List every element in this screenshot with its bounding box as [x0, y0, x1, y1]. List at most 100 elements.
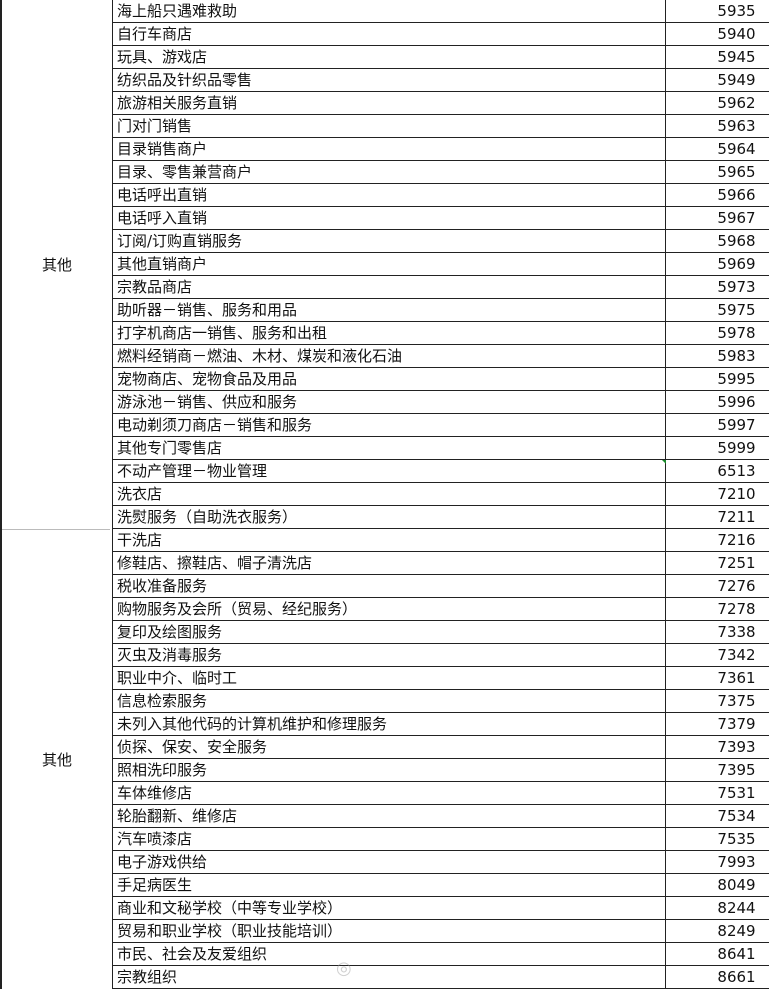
merchant-type-cell: 电动剃须刀商店－销售和服务 — [113, 414, 666, 436]
mcc-code-cell: 7535 — [717, 830, 756, 848]
merchant-type-cell: 未列入其他代码的计算机维护和修理服务 — [113, 713, 666, 735]
mcc-code-cell: 5968 — [717, 232, 756, 250]
merchant-type-cell: 市民、社会及友爱组织 — [113, 943, 666, 965]
cell-comment-marker — [662, 460, 666, 464]
mcc-code-cell: 5999 — [717, 439, 756, 457]
category-cell: 其他 — [0, 529, 113, 989]
mcc-code-cell: 7375 — [717, 692, 756, 710]
table-group: 其他 干洗店 7216 修鞋店、擦鞋店、帽子清洗店 7251 税收准备服务 7276 购物服… — [0, 529, 769, 989]
merchant-type-cell: 侦探、保安、安全服务 — [113, 736, 666, 758]
merchant-type-cell: 燃料经销商－燃油、木材、煤炭和液化石油 — [113, 345, 666, 367]
mcc-code-cell: 7395 — [717, 761, 756, 779]
mcc-code-cell: 8249 — [717, 922, 756, 940]
mcc-code-cell: 6513 — [717, 462, 756, 480]
mcc-code-cell: 5995 — [717, 370, 756, 388]
table-row: 其他专门零售店 5999 — [113, 437, 769, 460]
mcc-code-cell: 8049 — [717, 876, 756, 894]
mcc-code-cell: 7342 — [717, 646, 756, 664]
merchant-type-cell: 购物服务及会所（贸易、经纪服务） — [113, 598, 666, 620]
mcc-code-cell: 7993 — [717, 853, 756, 871]
merchant-type-cell: 轮胎翻新、维修店 — [113, 805, 666, 827]
mcc-code-cell: 5963 — [717, 117, 756, 135]
table-row: 目录销售商户 5964 — [113, 138, 769, 161]
merchant-type-cell: 其他专门零售店 — [113, 437, 666, 459]
table-row: 未列入其他代码的计算机维护和修理服务 7379 — [113, 713, 769, 736]
table-row: 干洗店 7216 — [113, 529, 769, 552]
mcc-code-cell: 5965 — [717, 163, 756, 181]
table-row: 宗教品商店 5973 — [113, 276, 769, 299]
mcc-code-cell: 5978 — [717, 324, 756, 342]
table-row: 宠物商店、宠物食品及用品 5995 — [113, 368, 769, 391]
merchant-type-cell: 订阅/订购直销服务 — [113, 230, 666, 252]
merchant-type-cell: 打字机商店一销售、服务和出租 — [113, 322, 666, 344]
table-row: 轮胎翻新、维修店 7534 — [113, 805, 769, 828]
table-row: 汽车喷漆店 7535 — [113, 828, 769, 851]
mcc-code-cell: 5966 — [717, 186, 756, 204]
table-row: 玩具、游戏店 5945 — [113, 46, 769, 69]
mcc-code-cell: 5967 — [717, 209, 756, 227]
merchant-type-cell: 纺织品及针织品零售 — [113, 69, 666, 91]
table-row: 纺织品及针织品零售 5949 — [113, 69, 769, 92]
merchant-type-cell: 车体维修店 — [113, 782, 666, 804]
table-row: 旅游相关服务直销 5962 — [113, 92, 769, 115]
merchant-type-cell: 自行车商店 — [113, 23, 666, 45]
merchant-type-cell: 税收准备服务 — [113, 575, 666, 597]
merchant-type-cell: 游泳池－销售、供应和服务 — [113, 391, 666, 413]
table-row: 侦探、保安、安全服务 7393 — [113, 736, 769, 759]
mcc-code-cell: 7534 — [717, 807, 756, 825]
merchant-type-cell: 旅游相关服务直销 — [113, 92, 666, 114]
merchant-type-cell: 职业中介、临时工 — [113, 667, 666, 689]
category-cell: 其他 — [0, 0, 113, 529]
table-row: 灭虫及消毒服务 7342 — [113, 644, 769, 667]
mcc-code-cell: 7379 — [717, 715, 756, 733]
table-row: 助听器－销售、服务和用品 5975 — [113, 299, 769, 322]
merchant-type-cell: 其他直销商户 — [113, 253, 666, 275]
merchant-type-cell: 海上船只遇难救助 — [113, 0, 666, 22]
table-row: 其他直销商户 5969 — [113, 253, 769, 276]
mcc-code-cell: 7278 — [717, 600, 756, 618]
mcc-code-cell: 5983 — [717, 347, 756, 365]
mcc-code-cell: 8641 — [717, 945, 756, 963]
merchant-type-cell: 电话呼入直销 — [113, 207, 666, 229]
table-row: 手足病医生 8049 — [113, 874, 769, 897]
merchant-type-cell: 洗衣店 — [113, 483, 666, 505]
merchant-type-cell: 电话呼出直销 — [113, 184, 666, 206]
table-group: 其他 海上船只遇难救助 5935 自行车商店 5940 玩具、游戏店 5945 纺织品及针织… — [0, 0, 769, 530]
merchant-type-cell: 手足病医生 — [113, 874, 666, 896]
merchant-type-cell: 门对门销售 — [113, 115, 666, 137]
table-row: 自行车商店 5940 — [113, 23, 769, 46]
mcc-code-cell: 5997 — [717, 416, 756, 434]
table-row: 电话呼出直销 5966 — [113, 184, 769, 207]
table-row: 市民、社会及友爱组织 8641 — [113, 943, 769, 966]
mcc-code-cell: 7276 — [717, 577, 756, 595]
mcc-code-cell: 5975 — [717, 301, 756, 319]
mcc-code-cell: 7531 — [717, 784, 756, 802]
merchant-type-cell: 不动产管理－物业管理 — [113, 460, 666, 482]
merchant-type-cell: 电子游戏供给 — [113, 851, 666, 873]
table-row: 购物服务及会所（贸易、经纪服务） 7278 — [113, 598, 769, 621]
mcc-code-cell: 8244 — [717, 899, 756, 917]
mcc-code-cell: 5945 — [717, 48, 756, 66]
mcc-code-cell: 7210 — [717, 485, 756, 503]
table-row: 海上船只遇难救助 5935 — [113, 0, 769, 23]
mcc-code-cell: 7393 — [717, 738, 756, 756]
table-row: 职业中介、临时工 7361 — [113, 667, 769, 690]
merchant-type-cell: 修鞋店、擦鞋店、帽子清洗店 — [113, 552, 666, 574]
mcc-code-cell: 7216 — [717, 531, 756, 549]
merchant-type-cell: 商业和文秘学校（中等专业学校） — [113, 897, 666, 919]
merchant-type-cell: 灭虫及消毒服务 — [113, 644, 666, 666]
table-row: 修鞋店、擦鞋店、帽子清洗店 7251 — [113, 552, 769, 575]
table-row: 贸易和职业学校（职业技能培训） 8249 — [113, 920, 769, 943]
merchant-type-cell: 照相洗印服务 — [113, 759, 666, 781]
table-row: 游泳池－销售、供应和服务 5996 — [113, 391, 769, 414]
merchant-type-cell: 贸易和职业学校（职业技能培训） — [113, 920, 666, 942]
table-row: 门对门销售 5963 — [113, 115, 769, 138]
mcc-code-cell: 5935 — [717, 2, 756, 20]
mcc-code-cell: 7338 — [717, 623, 756, 641]
table-row: 宗教组织 8661 — [113, 966, 769, 989]
table-row: 洗衣店 7210 — [113, 483, 769, 506]
table-row: 目录、零售兼营商户 5965 — [113, 161, 769, 184]
table-row: 燃料经销商－燃油、木材、煤炭和液化石油 5983 — [113, 345, 769, 368]
table-row: 订阅/订购直销服务 5968 — [113, 230, 769, 253]
